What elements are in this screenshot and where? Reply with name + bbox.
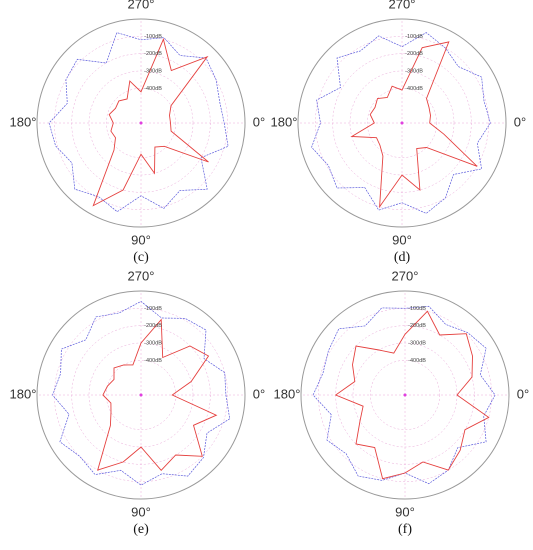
polar-series [48,32,229,213]
grid-circle [367,88,437,158]
r-tick-label: -300dB [408,340,426,346]
r-tick-label: -200dB [405,51,423,57]
grid-circle [315,36,489,210]
angle-label: 90° [392,232,412,247]
r-tick-label: -100dB [405,34,423,40]
outer-ring [36,290,246,500]
polar-series [97,318,218,471]
outer-ring [300,290,510,500]
r-tick-label: -200dB [144,51,162,57]
polar-series [334,310,490,480]
outer-ring [297,18,507,228]
angle-label: 90° [395,504,415,519]
r-tick-label: -100dB [408,306,426,312]
r-tick-label: -200dB [408,323,426,329]
r-tick-label: -100dB [144,34,162,40]
grid-circle [54,36,228,210]
grid-circle [54,308,228,482]
r-tick-label: -300dB [144,68,162,74]
polar-series [92,37,209,207]
grid-circle [370,360,440,430]
panel-label: (d) [394,250,411,265]
r-tick-label: -200dB [144,323,162,329]
angle-label: 180° [274,386,301,401]
angle-label: 180° [10,386,37,401]
r-tick-label: -400dB [405,86,423,92]
angle-label: 90° [131,504,151,519]
panel-label: (e) [133,522,149,537]
r-tick-label: -300dB [144,340,162,346]
angle-label: 180° [271,114,298,129]
angle-label: 0° [514,114,526,129]
grid-circle [106,88,176,158]
grid-circle [106,360,176,430]
angle-label: 90° [131,232,151,247]
center-dot [139,121,143,125]
angle-label: 270° [389,0,416,11]
r-tick-label: -400dB [144,86,162,92]
r-tick-label: -100dB [144,306,162,312]
r-tick-label: -300dB [405,68,423,74]
outer-ring [36,18,246,228]
polar-series [52,300,231,486]
center-dot [139,393,143,397]
angle-label: 0° [253,386,265,401]
polar-series [350,41,478,209]
center-dot [400,121,404,125]
angle-label: 180° [10,114,37,129]
panel-label: (f) [398,522,412,537]
angle-label: 0° [253,114,265,129]
angle-label: 0° [517,386,529,401]
r-tick-label: -400dB [144,358,162,364]
angle-label: 270° [128,0,155,11]
panel-label: (c) [133,250,149,265]
grid-circle [318,308,492,482]
center-dot [403,393,407,397]
polar-series [311,32,491,214]
angle-label: 270° [128,268,155,283]
r-tick-label: -400dB [408,358,426,364]
angle-label: 270° [392,268,419,283]
